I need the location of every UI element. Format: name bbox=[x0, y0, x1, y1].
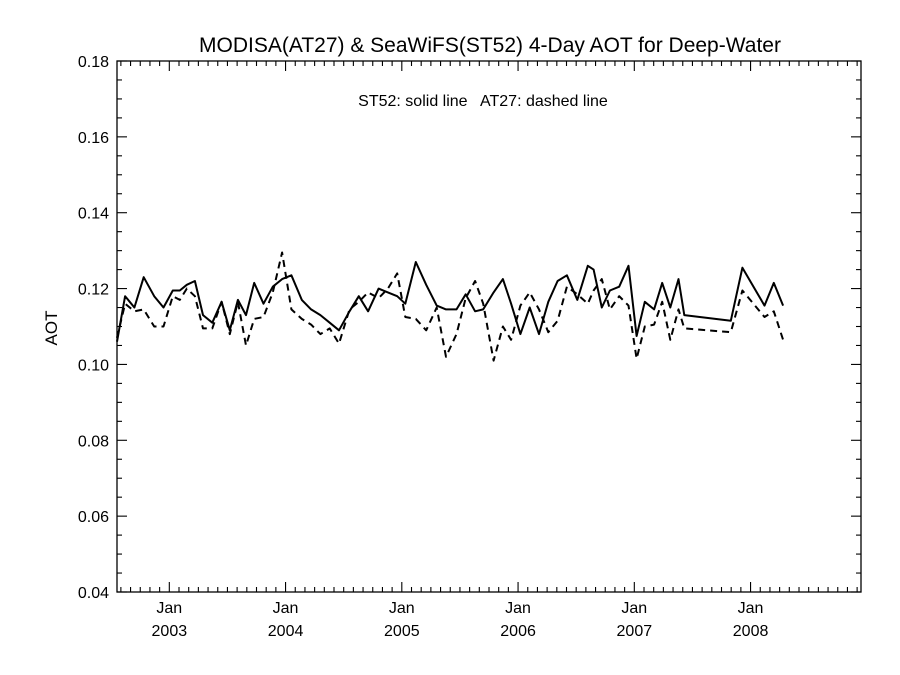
x-tick-month-label: Jan bbox=[156, 600, 182, 617]
x-tick-year-label: 2006 bbox=[500, 623, 536, 640]
series-line-st52 bbox=[116, 261, 785, 342]
series-layer bbox=[116, 251, 785, 362]
x-tick-year-label: 2008 bbox=[733, 623, 769, 640]
y-tick-label: 0.16 bbox=[78, 130, 109, 147]
y-tick-label: 0.18 bbox=[78, 54, 109, 71]
x-tick-year-label: 2004 bbox=[268, 623, 304, 640]
y-tick-label: 0.12 bbox=[78, 282, 109, 299]
x-tick-month-label: Jan bbox=[505, 600, 531, 617]
x-tick-month-label: Jan bbox=[621, 600, 647, 617]
y-axis-label: AOT bbox=[42, 311, 61, 346]
y-tick-label: 0.14 bbox=[78, 206, 109, 223]
x-tick-month-label: Jan bbox=[273, 600, 299, 617]
y-tick-label: 0.10 bbox=[78, 357, 109, 374]
series-line-at27 bbox=[116, 251, 785, 362]
x-tick-year-label: 2003 bbox=[152, 623, 188, 640]
y-tick-label: 0.04 bbox=[78, 585, 109, 602]
x-tick-month-label: Jan bbox=[389, 600, 415, 617]
plot-axes: 0.04 0.06 0.08 0.10 0.12 0.14 0.16 0.18 Jan 2003 J… bbox=[78, 54, 862, 640]
x-tick-year-label: 2007 bbox=[617, 623, 653, 640]
x-tick-year-label: 2005 bbox=[384, 623, 420, 640]
y-tick-label: 0.06 bbox=[78, 509, 109, 526]
y-tick-label: 0.08 bbox=[78, 433, 109, 450]
x-tick-month-label: Jan bbox=[738, 600, 764, 617]
chart-title: MODISA(AT27) & SeaWiFS(ST52) 4-Day AOT f… bbox=[199, 34, 781, 57]
legend-annotation: ST52: solid line AT27: dashed line bbox=[358, 93, 608, 110]
